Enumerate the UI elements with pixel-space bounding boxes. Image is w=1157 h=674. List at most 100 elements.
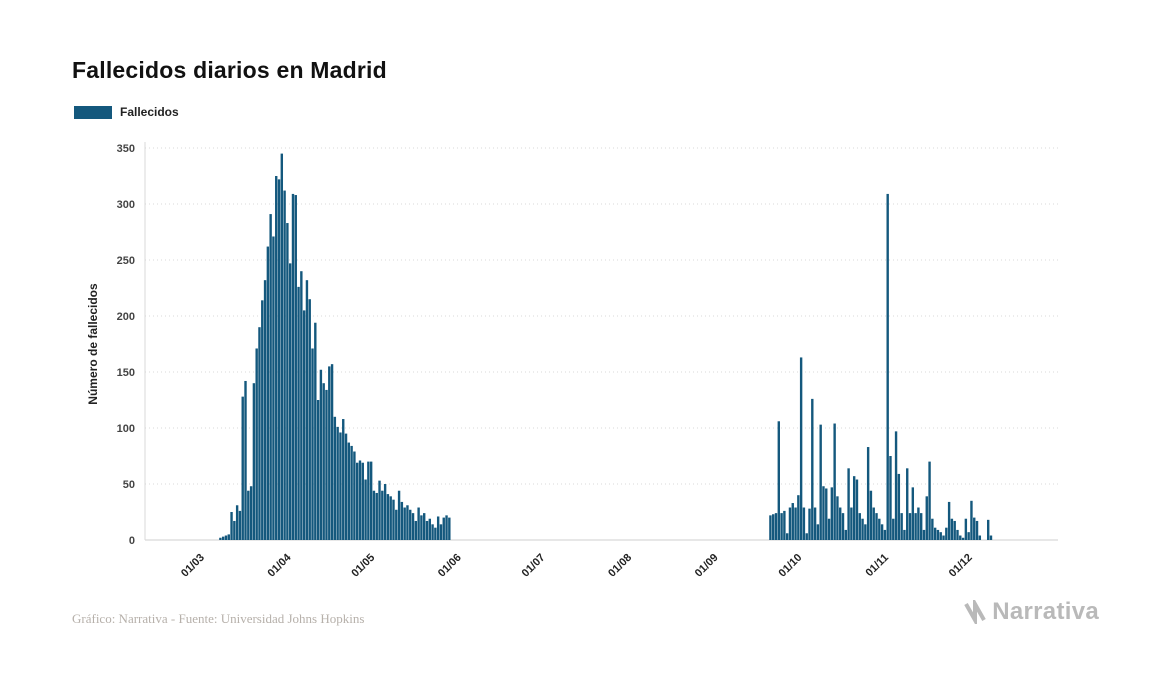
bar <box>272 236 275 540</box>
bar <box>911 487 915 540</box>
bar <box>434 527 437 540</box>
bar <box>822 486 825 540</box>
bar <box>931 518 934 540</box>
y-axis-tick-label: 0 <box>129 535 135 547</box>
bar <box>311 348 314 540</box>
bar <box>219 537 222 540</box>
bar <box>819 424 822 540</box>
bar <box>797 495 800 540</box>
page-title: Fallecidos diarios en Madrid <box>72 57 387 84</box>
bar <box>959 535 962 540</box>
bar <box>978 535 982 540</box>
bar <box>892 518 895 540</box>
bar <box>372 490 376 540</box>
bar <box>294 195 297 540</box>
bar <box>799 357 803 540</box>
bar <box>283 190 286 540</box>
x-axis-tick-label: 01/10 <box>777 552 805 580</box>
bar <box>406 505 409 540</box>
bar <box>333 416 337 540</box>
bar <box>861 518 864 540</box>
bar <box>235 505 239 540</box>
bar <box>850 507 853 540</box>
bar <box>917 507 920 540</box>
bar <box>987 519 990 540</box>
bar <box>339 432 342 540</box>
bar <box>906 468 909 540</box>
bar <box>227 534 230 540</box>
bar <box>989 535 993 540</box>
bar <box>431 524 434 540</box>
bar <box>425 520 429 540</box>
bar <box>442 517 445 540</box>
bar <box>336 426 339 540</box>
bar <box>788 507 792 540</box>
bar <box>288 263 292 540</box>
bar <box>392 499 395 540</box>
bar <box>241 396 244 540</box>
y-axis-title: Número de fallecidos <box>86 283 100 405</box>
narrativa-logo: Narrativa <box>962 598 1099 626</box>
bar <box>252 383 256 540</box>
bar <box>356 462 359 540</box>
bar <box>263 280 267 540</box>
legend-swatch <box>74 105 112 119</box>
bar <box>266 246 270 540</box>
bar <box>255 348 258 540</box>
bar <box>247 490 250 540</box>
bar <box>772 514 775 540</box>
x-axis-tick-label: 01/03 <box>179 552 207 580</box>
bar <box>381 490 384 540</box>
bar <box>973 517 976 540</box>
narrativa-logo-text: Narrativa <box>992 598 1099 625</box>
x-axis-tick-label: 01/08 <box>606 552 634 580</box>
x-axis-tick-label: 01/07 <box>520 552 548 580</box>
bar <box>945 527 948 540</box>
narrativa-logo-icon <box>964 600 986 624</box>
bar <box>956 529 959 540</box>
bar <box>964 518 968 540</box>
bar <box>249 486 253 540</box>
bar <box>919 513 923 540</box>
bar <box>808 508 811 540</box>
bar-chart-svg: 0 50 100 150 200 250 300 350 01/03 01/04 01/05 01/0… <box>86 142 1058 580</box>
bar <box>300 271 303 540</box>
bar <box>922 529 926 540</box>
bar <box>883 529 887 540</box>
bar <box>364 479 367 540</box>
bar <box>350 445 353 540</box>
bar <box>889 456 892 540</box>
bar <box>970 500 973 540</box>
bar <box>302 310 306 540</box>
bar <box>417 507 420 540</box>
bar <box>836 496 839 540</box>
y-axis-tick-label: 50 <box>123 479 135 491</box>
bar <box>347 442 351 540</box>
chart-legend: Fallecidos <box>74 105 179 119</box>
bar <box>448 517 451 540</box>
bar <box>330 364 334 540</box>
bar <box>777 421 780 540</box>
bar <box>369 461 373 540</box>
bar <box>903 529 906 540</box>
bar <box>774 513 778 540</box>
bar <box>395 509 398 540</box>
bar <box>813 507 817 540</box>
bar <box>886 193 889 541</box>
bar <box>367 461 370 540</box>
bar <box>269 214 272 540</box>
bar <box>869 490 873 540</box>
bar <box>353 451 356 540</box>
bar <box>238 510 242 540</box>
bar <box>967 532 970 540</box>
bar <box>897 473 901 540</box>
bar <box>975 520 979 540</box>
bar <box>291 193 295 541</box>
bar <box>314 322 317 540</box>
bar <box>939 532 942 540</box>
bar <box>827 518 831 540</box>
bar <box>953 520 956 540</box>
bar <box>802 507 806 540</box>
bar <box>358 460 362 540</box>
bar <box>344 433 348 540</box>
